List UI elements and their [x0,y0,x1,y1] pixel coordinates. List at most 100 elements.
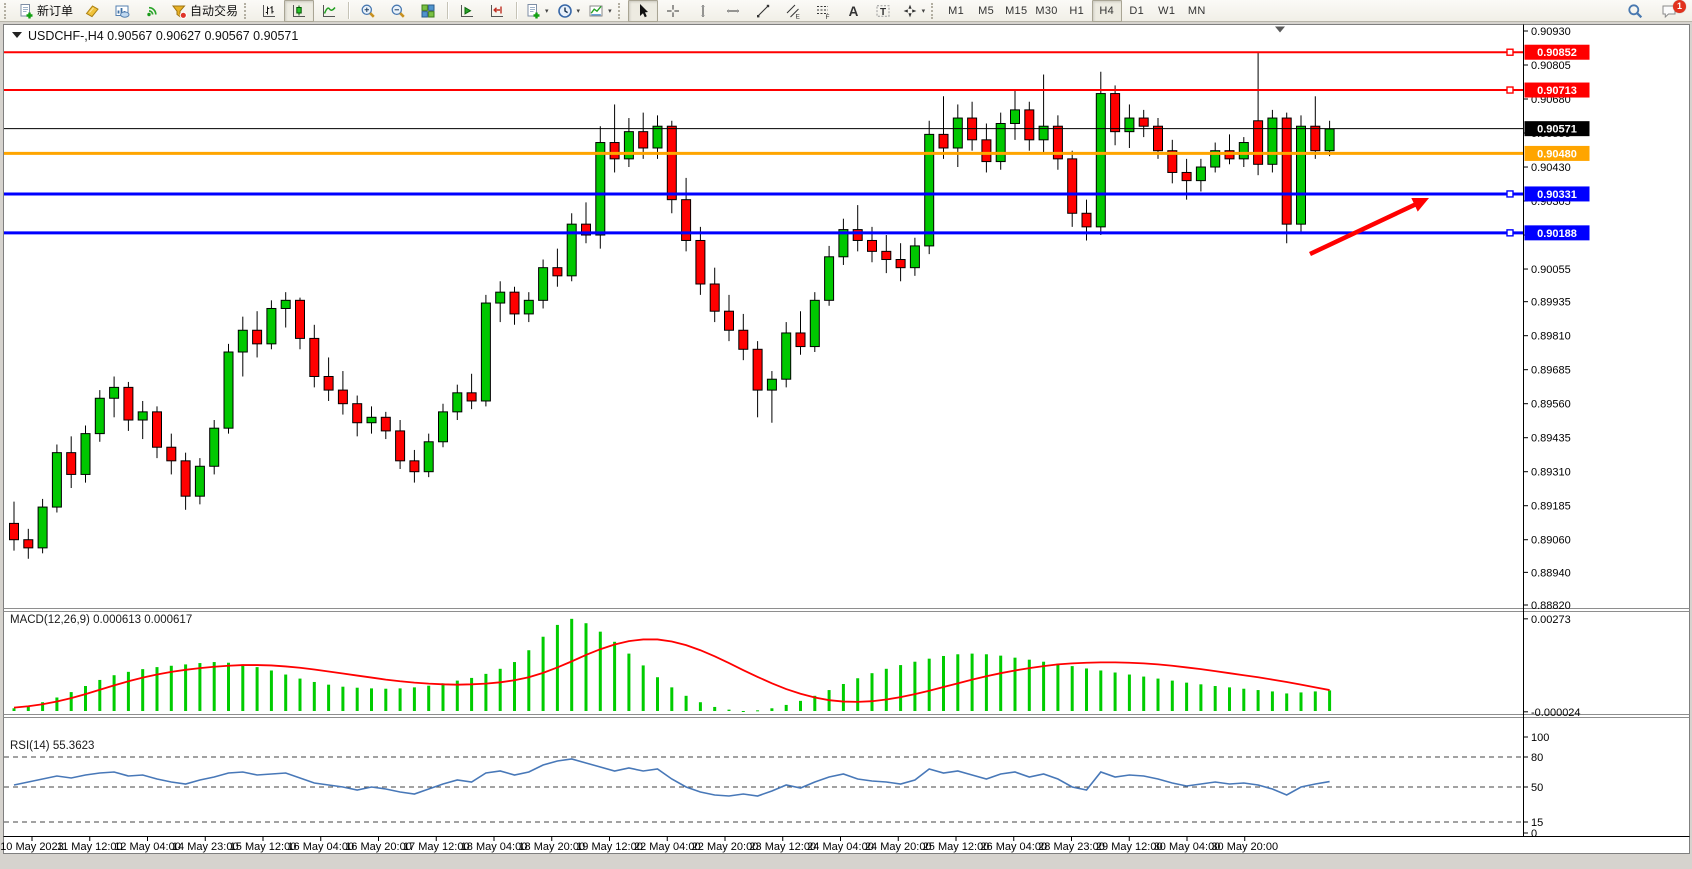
price-tick-label: 0.89310 [1531,467,1571,479]
macd-tick-label: -0.000024 [1531,707,1581,719]
timeframe-h1-button[interactable]: H1 [1062,0,1092,22]
price-badge [1524,145,1590,161]
button-label: D1 [1129,4,1145,17]
price-tick-label: 0.89685 [1531,365,1571,377]
time-tick-label: 16 May 20:00 [345,841,412,853]
rsi-tick-label: 80 [1531,752,1543,764]
time-tick-label: 15 May 12:00 [230,841,297,853]
rsi-tick-label: 50 [1531,782,1543,794]
button-label: M30 [1035,4,1058,17]
chart-shift-button[interactable] [482,0,512,22]
zoom-in-button[interactable] [353,0,383,22]
toolbar-right-cluster: 1 [1620,0,1688,22]
toolbar-grip[interactable] [4,2,10,19]
trendline-icon [756,4,769,17]
time-tick-label: 17 May 12:00 [403,841,470,853]
time-tick-label: 24 May 20:00 [865,841,932,853]
toolbar-grip[interactable] [617,2,624,19]
autotrading-button[interactable]: 自动交易 [167,0,242,22]
line-handle[interactable] [1506,86,1514,94]
zoom-out-button[interactable] [383,0,413,22]
time-tick-label: 26 May 04:00 [980,841,1047,853]
line-chart-button[interactable] [314,0,344,22]
dropdown-arrow-icon[interactable]: ▾ [608,7,612,15]
chart-canvas[interactable]: USDCHF-,H4 0.90567 0.90627 0.90567 0.905… [0,22,1692,864]
macd-tick-label: 0.00273 [1531,614,1571,626]
dropdown-arrow-icon[interactable]: ▾ [545,7,549,15]
svg-text:T: T [880,6,886,17]
horizontal-line-button[interactable] [718,0,748,22]
horizontal-line-icon [726,9,739,12]
crosshair-button[interactable] [658,0,688,22]
rsi-line [13,758,1330,797]
dropdown-arrow-icon[interactable]: ▾ [921,7,926,15]
timeframe-m30-button[interactable]: M30 [1031,0,1061,22]
vertical-line-icon [701,4,705,17]
price-badge [1524,186,1590,202]
tile-windows-button[interactable] [413,0,443,22]
price-badge [1524,225,1590,241]
timeframe-m1-button[interactable]: M1 [941,0,971,22]
vertical-line-button[interactable] [688,0,718,22]
rsi-tick-label: 15 [1531,817,1543,829]
text-button[interactable]: A [838,0,868,22]
rsi-tick-label: 0 [1531,828,1537,840]
metaeditor-button[interactable] [77,0,107,22]
new-order-button[interactable]: 新订单 [14,0,77,22]
chart-window-icon [115,5,130,18]
arrows-button[interactable]: ▾ [898,0,930,22]
cursor-button[interactable] [627,0,658,22]
signals-button[interactable] [137,0,167,22]
price-tick-label: 0.90805 [1531,60,1571,72]
channel-button[interactable]: E [778,0,808,22]
search-button[interactable] [1620,0,1650,22]
timeframe-w1-button[interactable]: W1 [1152,0,1182,22]
toolbar-separator [348,2,350,19]
time-tick-label: 23 May 12:00 [749,841,816,853]
line-handle[interactable] [1506,48,1514,56]
periods-button[interactable]: ▾ [553,0,585,22]
chart-window-button[interactable] [107,0,137,22]
auto-scroll-button[interactable] [452,0,482,22]
text-label-button[interactable]: T [868,0,898,22]
dropdown-arrow-icon[interactable]: ▾ [576,7,581,15]
time-tick-label: 18 May 20:00 [518,841,585,853]
indicators-button[interactable]: ▾ [521,0,553,22]
timeframe-m5-button[interactable]: M5 [971,0,1001,22]
timeframe-d1-button[interactable]: D1 [1122,0,1152,22]
price-badge-label: 0.90571 [1537,124,1577,136]
periods-icon [557,3,572,18]
macd-label: MACD(12,26,9) 0.000613 0.000617 [10,614,192,626]
chat-button[interactable]: 1 [1654,0,1686,22]
toolbar-grip[interactable] [244,2,250,19]
fibonacci-button[interactable]: F [808,0,838,22]
template-button[interactable]: ▾ [584,0,616,22]
time-tick-label: 22 May 20:00 [692,841,759,853]
toolbar-grip[interactable] [931,2,937,19]
time-tick-label: 29 May 12:00 [1096,841,1163,853]
text-label-icon: T [876,4,890,17]
price-tick-label: 0.88820 [1531,600,1571,612]
autotrading-icon [172,5,187,19]
line-handle[interactable] [1506,190,1514,198]
symbol-dropdown-icon[interactable] [12,32,22,38]
price-tick-label: 0.89560 [1531,399,1571,411]
button-label: M1 [948,4,965,17]
timeframe-mn-button[interactable]: MN [1182,0,1212,22]
button-label: H4 [1099,4,1115,17]
timeframe-h4-button[interactable]: H4 [1091,0,1122,22]
price-badge-label: 0.90480 [1537,148,1577,160]
price-badge [1524,121,1590,137]
bar-chart-button[interactable] [254,0,284,22]
trendline-button[interactable] [748,0,778,22]
button-label: 自动交易 [190,4,239,18]
candlestick-chart-button[interactable] [284,0,315,22]
time-tick-label: 19 May 12:00 [576,841,643,853]
price-badge-label: 0.90331 [1537,189,1577,201]
macd-pane: MACD(12,26,9) 0.000613 0.000617 0.00273 -0… [10,614,1581,719]
trend-arrow-annotation[interactable] [1309,198,1429,257]
timeframe-m15-button[interactable]: M15 [1001,0,1031,22]
price-tick-label: 0.90055 [1531,264,1571,276]
chart-shift-marker-icon[interactable] [1275,26,1285,33]
line-handle[interactable] [1506,229,1514,237]
